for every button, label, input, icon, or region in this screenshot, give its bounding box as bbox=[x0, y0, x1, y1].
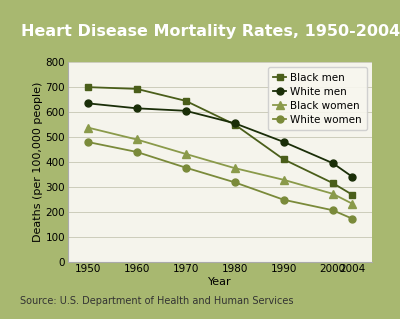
Black women bbox=[350, 202, 355, 206]
Black women bbox=[330, 192, 335, 196]
White men bbox=[134, 107, 139, 110]
Black men bbox=[350, 193, 355, 197]
Legend: Black men, White men, Black women, White women: Black men, White men, Black women, White… bbox=[268, 67, 367, 130]
White women bbox=[134, 150, 139, 154]
Text: Heart Disease Mortality Rates, 1950-2004: Heart Disease Mortality Rates, 1950-2004 bbox=[22, 24, 400, 39]
Black women bbox=[281, 178, 286, 182]
White women bbox=[330, 208, 335, 212]
Black men bbox=[232, 122, 237, 126]
Line: White men: White men bbox=[84, 100, 356, 180]
White women bbox=[350, 217, 355, 221]
White men bbox=[350, 175, 355, 179]
Line: White women: White women bbox=[84, 138, 356, 222]
Black men bbox=[85, 85, 90, 89]
Black men bbox=[330, 181, 335, 185]
X-axis label: Year: Year bbox=[208, 277, 232, 287]
Black women bbox=[183, 152, 188, 156]
White men bbox=[183, 109, 188, 113]
White women bbox=[85, 140, 90, 144]
Black men bbox=[134, 87, 139, 91]
White men bbox=[85, 101, 90, 105]
Black men bbox=[183, 99, 188, 103]
Black women bbox=[232, 166, 237, 170]
White men bbox=[232, 121, 237, 125]
White women bbox=[232, 181, 237, 184]
Line: Black women: Black women bbox=[84, 123, 356, 208]
White men bbox=[281, 140, 286, 144]
Line: Black men: Black men bbox=[84, 84, 356, 198]
White women bbox=[281, 198, 286, 202]
White women bbox=[183, 166, 188, 169]
Black women bbox=[85, 126, 90, 130]
Black men bbox=[281, 158, 286, 161]
Text: Source: U.S. Department of Health and Human Services: Source: U.S. Department of Health and Hu… bbox=[20, 296, 294, 306]
White men bbox=[330, 161, 335, 165]
Black women bbox=[134, 137, 139, 141]
Y-axis label: Deaths (per 100,000 people): Deaths (per 100,000 people) bbox=[33, 82, 43, 242]
